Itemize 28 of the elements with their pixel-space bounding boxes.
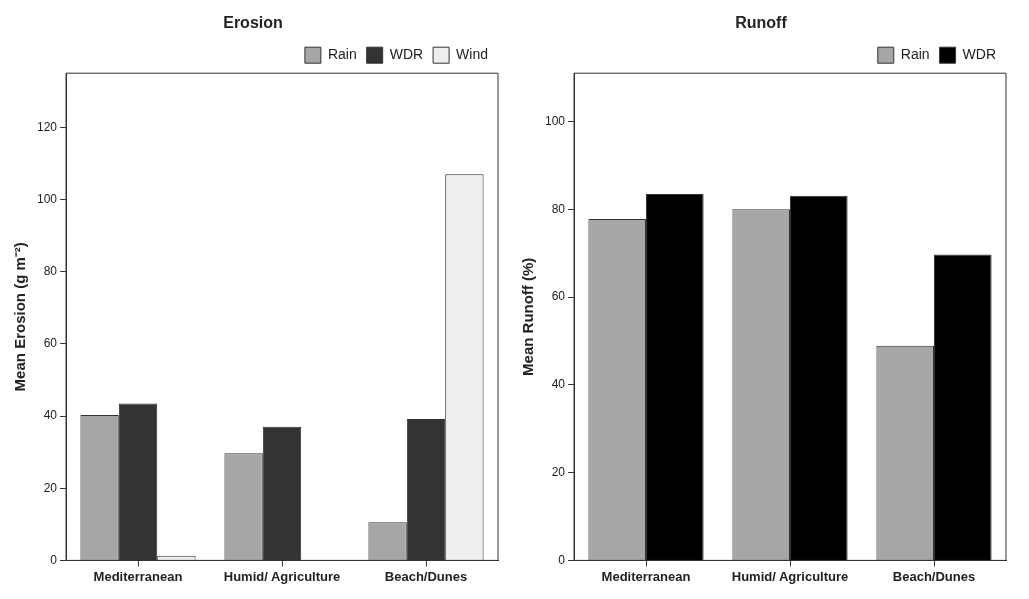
y-tick-label: 60 — [551, 289, 566, 304]
y-tick-label: 100 — [36, 191, 58, 206]
chart-title: Erosion — [223, 14, 283, 32]
x-tick-label: Beach/Dunes — [384, 568, 468, 584]
x-tick-label: Mediterranean — [601, 568, 691, 584]
x-tick-label: Beach/Dunes — [892, 568, 976, 584]
y-tick-label: 0 — [558, 552, 566, 567]
y-axis-title: Mean Runoff (%) — [519, 257, 537, 376]
legend-label: Wind — [456, 46, 489, 63]
y-tick-label: 60 — [43, 336, 58, 351]
y-tick-label: 20 — [551, 464, 566, 479]
y-axis-title: Mean Erosion (g m⁻²) — [11, 242, 29, 392]
x-tick-label: Humid/ Agriculture — [223, 568, 341, 584]
y-tick-label: 40 — [551, 377, 566, 392]
legend-label: Rain — [327, 46, 357, 63]
y-tick-label: 120 — [36, 119, 58, 134]
y-tick-label: 80 — [43, 264, 58, 278]
legend-label: WDR — [962, 46, 996, 63]
y-tick-label: 40 — [43, 408, 58, 423]
x-tick-label: Mediterranean — [93, 568, 183, 584]
y-tick-label: 20 — [43, 480, 58, 495]
y-tick-label: 80 — [551, 201, 566, 216]
legend-label: Rain — [900, 46, 930, 63]
legend-label: WDR — [389, 46, 424, 63]
chart-title: Runoff — [735, 14, 788, 32]
y-tick-label: 0 — [50, 552, 58, 567]
x-tick-label: Humid/ Agriculture — [731, 568, 849, 584]
y-tick-label: 100 — [544, 113, 566, 128]
